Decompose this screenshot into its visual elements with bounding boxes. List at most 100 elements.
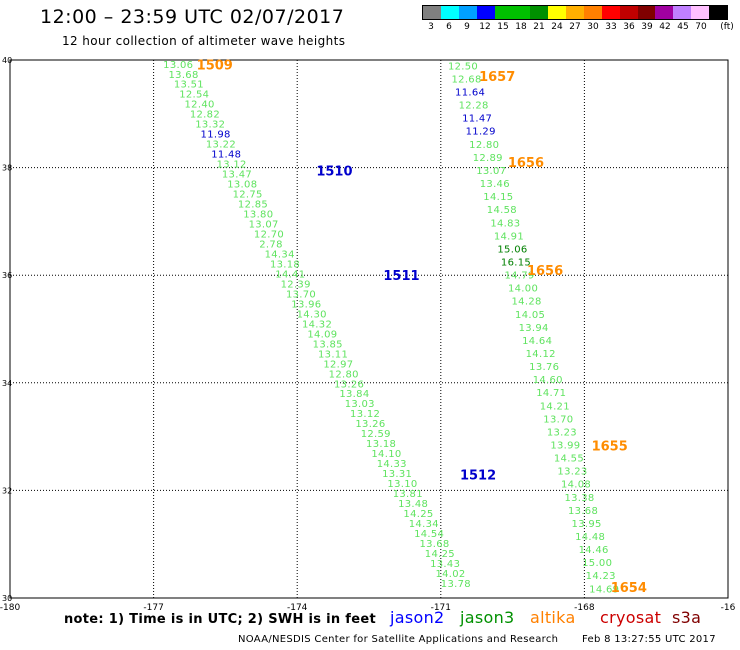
x-tick-label: -168 xyxy=(574,603,595,610)
swh-value: 13.12 xyxy=(217,160,247,171)
swh-value: 14.34 xyxy=(409,519,439,530)
pass-time-label: 1512 xyxy=(460,468,496,483)
colorbar-label: 12 xyxy=(479,22,491,32)
swh-value: 13.96 xyxy=(291,299,321,310)
swh-value: 14.23 xyxy=(586,571,616,582)
colorbar-swatch xyxy=(440,6,459,19)
colorbar-label: 27 xyxy=(569,22,581,32)
swh-value: 13.46 xyxy=(480,179,510,190)
swh-value: 12.80 xyxy=(469,140,499,151)
y-tick-label: 40 xyxy=(2,56,12,65)
colorbar-swatch xyxy=(530,6,549,19)
colorbar-swatch xyxy=(637,6,656,19)
colorbar-swatch xyxy=(548,6,566,19)
swh-value: 13.18 xyxy=(366,439,396,450)
swh-value: 14.25 xyxy=(425,549,455,560)
x-tick-label: -171 xyxy=(431,603,451,610)
pass-time-label: 1510 xyxy=(316,164,352,179)
mission-jason2: jason2 xyxy=(390,608,445,627)
swh-value: 14.60 xyxy=(533,375,563,386)
colorbar-swatch xyxy=(458,6,477,19)
colorbar-label: 39 xyxy=(641,22,653,32)
swh-value: 13.18 xyxy=(270,259,300,270)
mission-altika: altika xyxy=(530,608,576,627)
swh-value: 13.51 xyxy=(174,80,204,91)
swh-value: 13.11 xyxy=(318,349,348,360)
swh-value: 14.54 xyxy=(414,529,444,540)
swh-value: 11.48 xyxy=(211,150,241,161)
pass-time-label: 1656 xyxy=(508,156,544,171)
swh-value: 12.85 xyxy=(238,200,268,211)
swh-value: 14.28 xyxy=(512,297,542,308)
swh-value: 14.46 xyxy=(579,545,609,556)
legend-note: note: 1) Time is in UTC; 2) SWH is in fe… xyxy=(64,612,376,627)
swh-value: 13.06 xyxy=(163,60,193,71)
colorbar-label: 36 xyxy=(623,22,635,32)
pass-time-label: 1656 xyxy=(527,264,563,279)
colorbar-swatch xyxy=(601,6,620,19)
pass-time-label: 1655 xyxy=(592,440,628,455)
y-tick-label: 32 xyxy=(2,486,12,495)
swh-value: 16.15 xyxy=(501,257,531,268)
colorbar-swatch xyxy=(619,6,638,19)
swh-value: 14.09 xyxy=(307,329,337,340)
swh-value: 12.59 xyxy=(361,429,391,440)
mission-s3a: s3a xyxy=(672,608,702,627)
swh-value: 14.41 xyxy=(275,269,305,280)
swh-value: 12.68 xyxy=(452,74,482,85)
x-tick-label: -174 xyxy=(287,603,308,610)
colorbar-swatch xyxy=(566,6,584,19)
y-tick-label: 38 xyxy=(2,164,12,173)
swh-value: 14.34 xyxy=(265,249,295,260)
credit-timestamp: Feb 8 13:27:55 UTC 2017 xyxy=(582,634,716,645)
chart-subtitle: 12 hour collection of altimeter wave hei… xyxy=(62,34,346,48)
swh-value: 14.91 xyxy=(494,231,524,242)
colorbar-swatch xyxy=(655,6,674,19)
map-plot: -180 -177 -174 -171 -168 -16 30 32 34 36 38 40 13.06… xyxy=(0,56,736,610)
swh-value: 14.00 xyxy=(508,284,538,295)
pass-time-label: 1657 xyxy=(479,70,515,85)
swh-value: 12.50 xyxy=(448,61,478,72)
swh-value: 13.23 xyxy=(547,427,577,438)
swh-value: 14.58 xyxy=(487,205,517,216)
y-tick-label: 34 xyxy=(2,379,12,388)
chart-title: 12:00 – 23:59 UTC 02/07/2017 xyxy=(40,6,345,28)
swh-value: 13.84 xyxy=(339,389,369,400)
swh-value: 12.28 xyxy=(459,101,489,112)
swh-value: 14.48 xyxy=(575,532,605,543)
colorbar-label: 24 xyxy=(551,22,563,32)
swh-value: 15.00 xyxy=(582,558,612,569)
swh-value: 12.70 xyxy=(254,229,284,240)
swh-value: 15.06 xyxy=(497,244,527,255)
colorbar-labels: 3 6 9 12 15 18 21 24 27 30 33 36 39 42 45 70 (ft) xyxy=(422,22,740,34)
legend: note: 1) Time is in UTC; 2) SWH is in fe… xyxy=(0,604,740,630)
swh-value: 14.15 xyxy=(483,192,513,203)
colorbar-label: 30 xyxy=(587,22,599,32)
swh-value: 13.26 xyxy=(355,419,385,430)
swh-value: 11.47 xyxy=(462,114,492,125)
plot-frame xyxy=(9,59,729,599)
swh-value: 12.82 xyxy=(190,110,220,121)
swh-value: 13.94 xyxy=(519,323,549,334)
swh-value: 14.12 xyxy=(526,349,556,360)
swh-value: 12.40 xyxy=(185,100,215,111)
swh-value: 13.12 xyxy=(350,409,380,420)
swh-value: 13.80 xyxy=(243,210,273,221)
swh-value: 14.05 xyxy=(515,310,545,321)
swh-value: 12.97 xyxy=(323,359,353,370)
swh-value: 13.68 xyxy=(419,539,449,550)
colorbar-swatch xyxy=(673,6,692,19)
colorbar-swatch xyxy=(709,6,727,19)
swh-value: 14.33 xyxy=(377,459,407,470)
x-tick-label: -16 xyxy=(721,603,736,610)
swh-value: 14.25 xyxy=(403,509,433,520)
swh-value: 13.68 xyxy=(169,70,199,81)
swh-value: 13.99 xyxy=(550,441,580,452)
swh-value: 13.78 xyxy=(441,579,471,590)
pass-time-label: 1654 xyxy=(611,581,647,596)
swh-value: 12.80 xyxy=(329,369,359,380)
swh-value: 13.07 xyxy=(476,166,506,177)
swh-value: 14.30 xyxy=(297,309,327,320)
swh-value: 11.29 xyxy=(466,127,496,138)
swh-value: 13.07 xyxy=(249,220,279,231)
